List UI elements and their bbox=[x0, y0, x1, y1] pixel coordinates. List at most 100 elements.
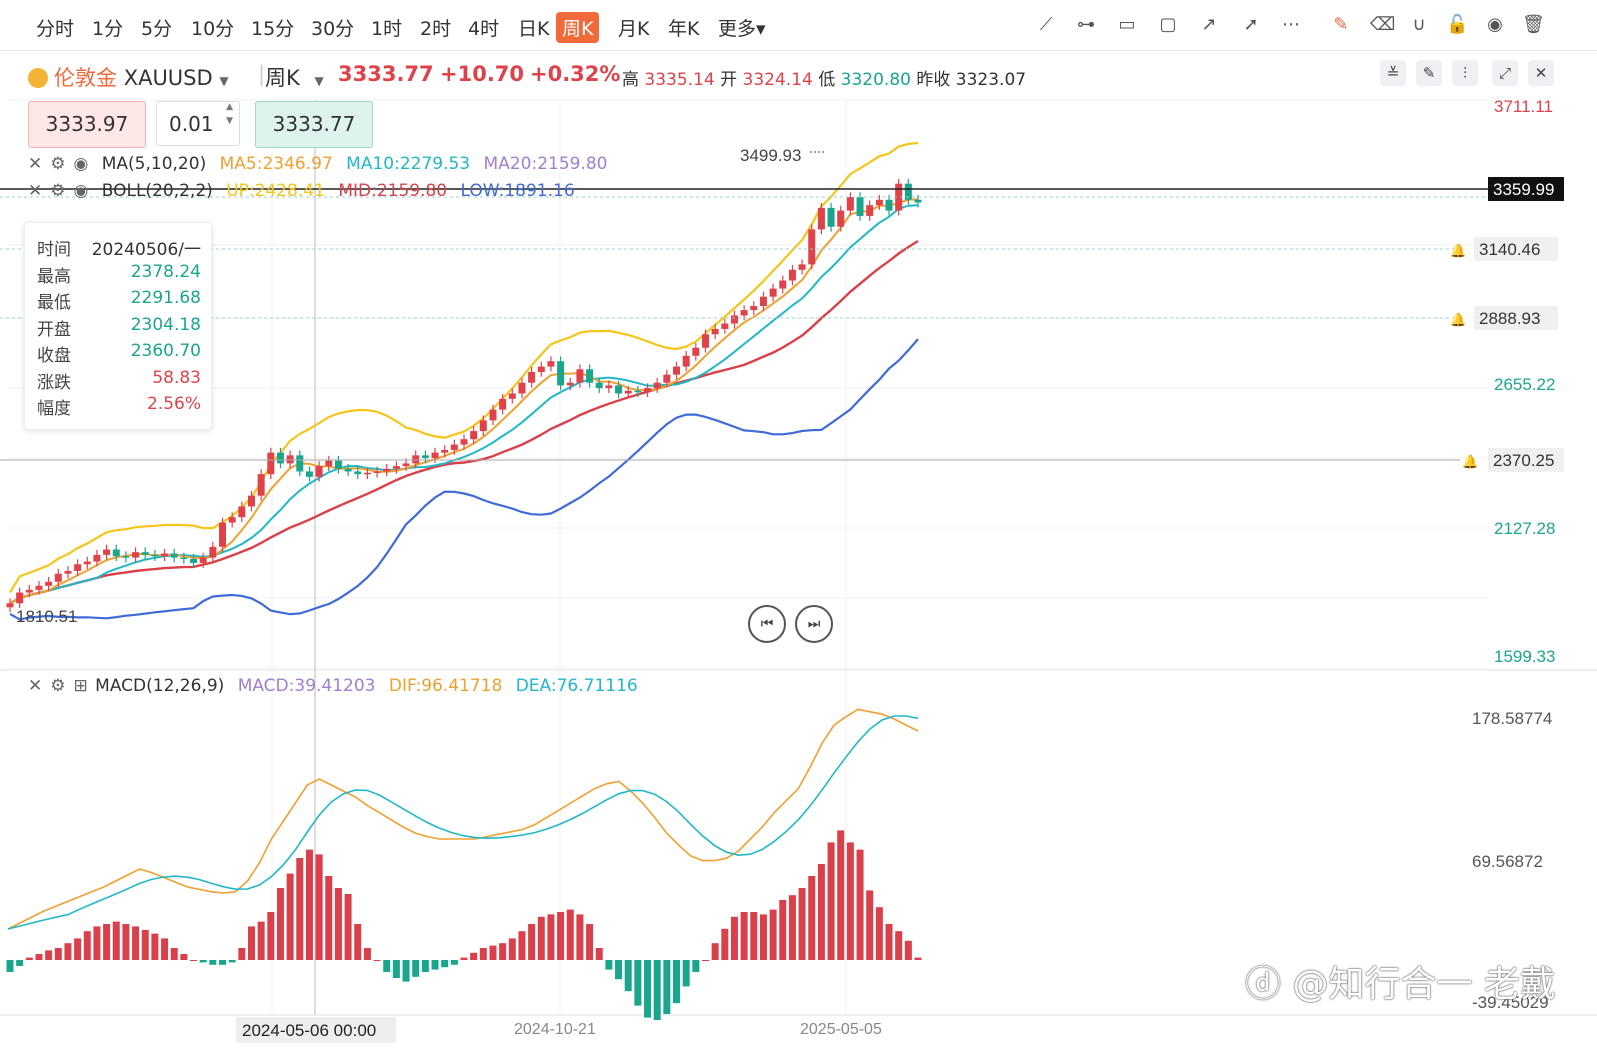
ma5-value: MA5:2346.97 bbox=[219, 154, 333, 174]
eye-icon[interactable]: ◉ bbox=[73, 181, 89, 201]
macd-bar bbox=[470, 952, 478, 960]
candle-body bbox=[779, 280, 787, 289]
trend-line-icon[interactable]: ⟋ bbox=[1039, 14, 1053, 35]
candle-type-icon[interactable]: ⫶ bbox=[1452, 60, 1478, 86]
macd-bar bbox=[402, 960, 410, 982]
tab-10[interactable]: 周K bbox=[556, 12, 600, 43]
alert-tag bbox=[1474, 306, 1558, 330]
arrow-icon[interactable]: ➚ bbox=[1243, 14, 1259, 35]
rectangle-icon[interactable]: ▭ bbox=[1118, 14, 1136, 35]
candle-body bbox=[190, 558, 198, 563]
candle-body bbox=[238, 506, 246, 518]
candle-body bbox=[730, 315, 738, 324]
tip-change-label: 涨跌 bbox=[37, 373, 71, 393]
trash-icon[interactable]: 🗑 bbox=[1522, 14, 1545, 35]
tab-7[interactable]: 2时 bbox=[420, 18, 452, 40]
tip-close-value: 2360.70 bbox=[130, 341, 201, 361]
watermark-text: 知行合一 老戴 bbox=[1328, 964, 1556, 1005]
macd-bar bbox=[846, 842, 854, 960]
candle-body bbox=[334, 460, 342, 469]
close-icon[interactable]: ✕ bbox=[28, 676, 43, 696]
quantity-stepper[interactable]: 0.01 ▲ ▼ bbox=[156, 101, 240, 146]
skip-forward-icon[interactable]: ⏭ bbox=[795, 605, 833, 643]
candle-body bbox=[634, 390, 642, 393]
symbol-selector[interactable]: 伦敦金 XAUUSD ▼ bbox=[28, 62, 229, 92]
eye-icon[interactable]: ◉ bbox=[73, 154, 89, 174]
macd-bar bbox=[856, 849, 864, 960]
more-dots-icon[interactable]: ⋯ bbox=[1282, 14, 1300, 35]
tip-low-value: 2291.68 bbox=[130, 288, 201, 308]
candle-body bbox=[904, 183, 912, 200]
tip-close-label: 收盘 bbox=[37, 346, 71, 366]
period-selector[interactable]: 周K ▼ bbox=[265, 62, 324, 92]
candle-body bbox=[132, 552, 140, 558]
macd-bar bbox=[711, 943, 719, 960]
edit-icon[interactable]: ✎ bbox=[1333, 14, 1349, 35]
stepper-arrows-icon[interactable]: ▲ ▼ bbox=[226, 102, 233, 126]
macd-bar bbox=[866, 890, 874, 960]
tab-6[interactable]: 1时 bbox=[371, 18, 403, 40]
tab-1[interactable]: 1分 bbox=[92, 18, 124, 40]
macd-bar bbox=[779, 900, 787, 960]
add-icon[interactable]: ⊞ bbox=[73, 676, 88, 696]
alert-label: 3140.46 bbox=[1479, 240, 1540, 259]
tab-13[interactable]: 更多▾ bbox=[718, 18, 766, 40]
horizontal-line-icon[interactable]: ⊶ bbox=[1077, 14, 1095, 35]
tab-12[interactable]: 年K bbox=[668, 18, 700, 40]
y-tick-label: 1599.33 bbox=[1494, 647, 1555, 666]
macd-bar bbox=[537, 916, 545, 960]
candle-body bbox=[112, 549, 120, 557]
tab-9[interactable]: 日K bbox=[518, 18, 550, 40]
candle-body bbox=[219, 522, 227, 547]
tip-high-value: 2378.24 bbox=[130, 262, 201, 282]
arrow-line-icon[interactable]: ↗ bbox=[1201, 14, 1217, 35]
tab-11[interactable]: 月K bbox=[618, 18, 650, 40]
candle-body bbox=[644, 388, 652, 393]
tab-4[interactable]: 15分 bbox=[251, 18, 295, 40]
candle-body bbox=[470, 431, 478, 440]
candle-body bbox=[846, 197, 854, 211]
boll-up-value: UP:2428.41 bbox=[226, 181, 325, 201]
tab-3[interactable]: 10分 bbox=[191, 18, 235, 40]
settings-icon[interactable]: ⚙ bbox=[50, 154, 66, 174]
settings-icon[interactable]: ⚙ bbox=[50, 181, 66, 201]
candle-body bbox=[421, 455, 429, 459]
settings-icon[interactable]: ⚙ bbox=[50, 676, 66, 696]
draw-icon[interactable]: ✎ bbox=[1416, 60, 1442, 86]
skip-back-icon[interactable]: ⏮ bbox=[748, 605, 786, 643]
divider: | bbox=[258, 62, 266, 86]
buy-price-button[interactable]: 3333.77 bbox=[255, 101, 373, 148]
ma20-value: MA20:2159.80 bbox=[483, 154, 608, 174]
candle-body bbox=[170, 553, 178, 558]
candle-body bbox=[54, 573, 62, 582]
lock-icon[interactable]: 🔓 bbox=[1446, 14, 1469, 35]
open-value: 3324.14 bbox=[742, 70, 813, 90]
candle-body bbox=[431, 452, 439, 459]
candle-body bbox=[64, 570, 72, 574]
macd-bar bbox=[634, 960, 642, 1006]
candle-body bbox=[247, 495, 255, 507]
candle-body bbox=[354, 471, 362, 475]
eraser-icon[interactable]: ⌫ bbox=[1370, 14, 1396, 35]
boll-low-line bbox=[9, 338, 919, 621]
candle-body bbox=[595, 382, 603, 389]
fullscreen-icon[interactable]: ⤢ bbox=[1492, 60, 1518, 86]
tab-0[interactable]: 分时 bbox=[36, 18, 75, 40]
macd-bar bbox=[653, 960, 661, 1020]
indicator-icon[interactable]: ≚ bbox=[1380, 60, 1406, 86]
candle-body bbox=[721, 323, 729, 329]
close-icon[interactable]: ✕ bbox=[1528, 60, 1554, 86]
eye-icon[interactable]: ◉ bbox=[1487, 14, 1503, 35]
tab-2[interactable]: 5分 bbox=[141, 18, 173, 40]
tab-5[interactable]: 30分 bbox=[311, 18, 355, 40]
comment-icon[interactable]: ▢ bbox=[1159, 14, 1177, 35]
candle-body bbox=[412, 455, 420, 464]
magnet-icon[interactable]: ∪ bbox=[1412, 14, 1426, 35]
close-icon[interactable]: ✕ bbox=[28, 154, 43, 174]
tab-8[interactable]: 4时 bbox=[468, 18, 500, 40]
close-icon[interactable]: ✕ bbox=[28, 181, 43, 201]
gold-coin-icon bbox=[28, 68, 48, 88]
sell-price-button[interactable]: 3333.97 bbox=[28, 101, 146, 148]
macd-bar bbox=[673, 960, 681, 1004]
